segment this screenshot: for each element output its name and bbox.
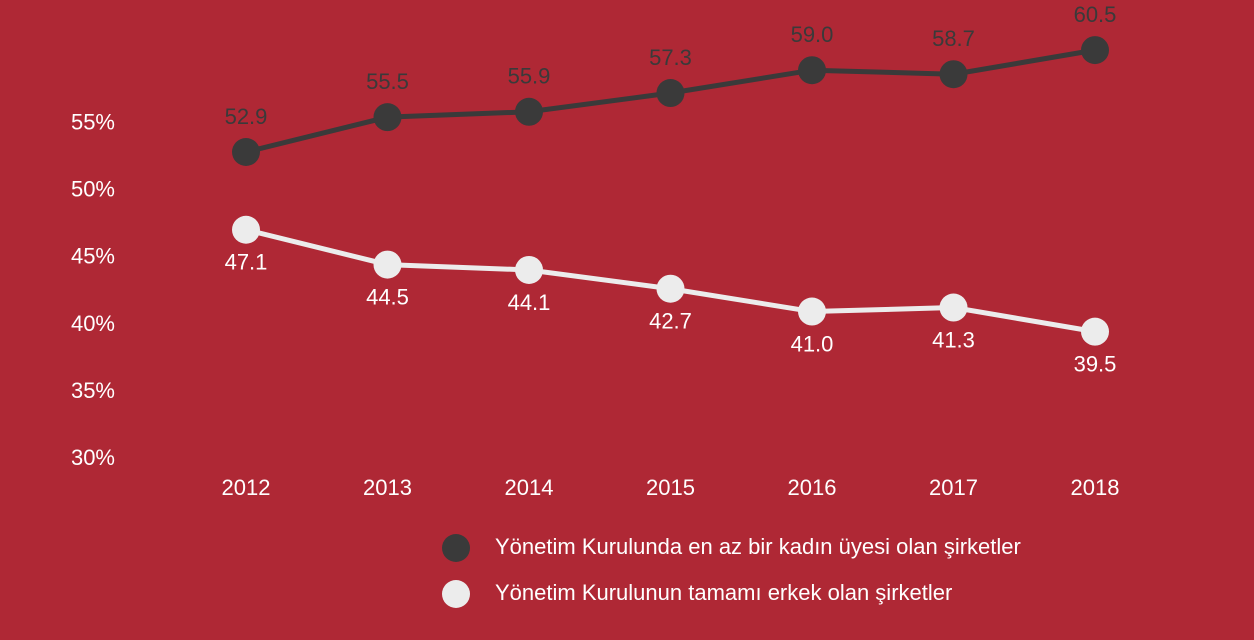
data-label: 41.0 bbox=[791, 331, 834, 356]
legend-marker bbox=[442, 580, 470, 608]
point bbox=[656, 274, 685, 303]
data-label: 60.5 bbox=[1074, 2, 1117, 27]
y-tick-label: 50% bbox=[71, 177, 115, 202]
data-label: 42.7 bbox=[649, 309, 692, 334]
legend-label: Yönetim Kurulunda en az bir kadın üyesi … bbox=[495, 534, 1021, 559]
x-tick-label: 2017 bbox=[929, 475, 978, 500]
data-label: 47.1 bbox=[225, 250, 268, 275]
y-tick-label: 40% bbox=[71, 311, 115, 336]
point bbox=[656, 79, 685, 108]
data-label: 44.1 bbox=[508, 290, 551, 315]
legend-marker bbox=[442, 534, 470, 562]
x-tick-label: 2016 bbox=[788, 475, 837, 500]
y-tick-label: 55% bbox=[71, 110, 115, 135]
x-tick-label: 2018 bbox=[1071, 475, 1120, 500]
legend-label: Yönetim Kurulunun tamamı erkek olan şirk… bbox=[495, 580, 952, 605]
x-tick-label: 2014 bbox=[505, 475, 554, 500]
point bbox=[939, 293, 968, 322]
y-tick-label: 45% bbox=[71, 244, 115, 269]
x-tick-label: 2012 bbox=[222, 475, 271, 500]
point bbox=[373, 103, 402, 132]
data-label: 57.3 bbox=[649, 45, 692, 70]
point bbox=[373, 250, 402, 279]
point bbox=[232, 215, 260, 244]
point bbox=[1081, 36, 1109, 65]
point bbox=[1081, 317, 1109, 346]
data-label: 55.9 bbox=[508, 64, 551, 89]
x-tick-label: 2015 bbox=[646, 475, 695, 500]
data-label: 44.5 bbox=[366, 284, 409, 309]
data-label: 52.9 bbox=[225, 104, 268, 129]
point bbox=[232, 137, 260, 166]
y-tick-label: 35% bbox=[71, 378, 115, 403]
data-label: 59.0 bbox=[791, 22, 834, 47]
point bbox=[515, 97, 543, 126]
data-label: 39.5 bbox=[1074, 351, 1117, 376]
point bbox=[798, 56, 826, 85]
point bbox=[939, 60, 968, 89]
x-tick-label: 2013 bbox=[363, 475, 412, 500]
point bbox=[798, 297, 826, 326]
y-tick-label: 30% bbox=[71, 445, 115, 470]
data-label: 55.5 bbox=[366, 69, 409, 94]
data-label: 41.3 bbox=[932, 327, 975, 352]
data-label: 58.7 bbox=[932, 26, 975, 51]
point bbox=[515, 255, 543, 284]
